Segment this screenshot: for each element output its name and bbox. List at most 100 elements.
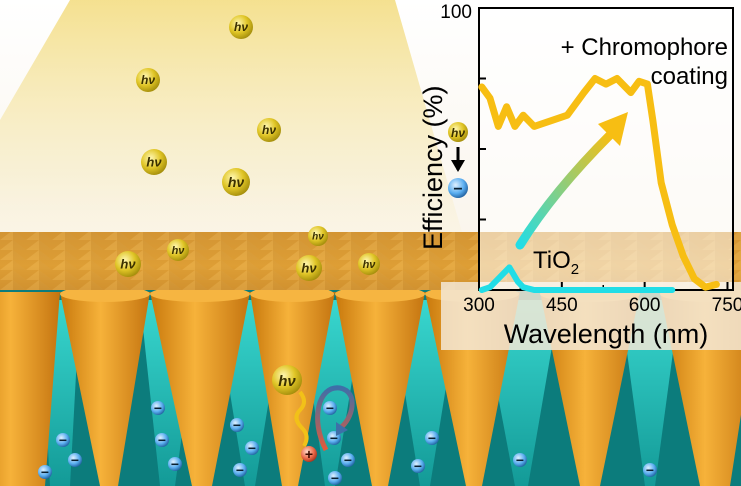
hole-sign: + [305, 446, 313, 462]
photon-sphere [136, 68, 160, 92]
photon-sphere [308, 226, 328, 246]
electron: − [411, 458, 425, 474]
side-electron [448, 178, 468, 198]
photon-group: hν hν hν hν hν hν hν hν hν hν hν [115, 15, 380, 395]
photon: hν [296, 255, 322, 281]
electron: − [68, 452, 82, 468]
side-arrowhead [451, 160, 465, 172]
electron-group: −−−−−−−−−−−−−−− −− [38, 400, 657, 486]
electron-sphere [323, 401, 337, 415]
coating-label-line1: + Chromophore [561, 34, 728, 61]
electron-sign: − [41, 464, 49, 480]
electron: − [245, 440, 259, 456]
photon-sphere [229, 15, 253, 39]
electron: − [513, 452, 527, 468]
photon-label: hν [301, 261, 317, 276]
electron-sign: − [59, 432, 67, 448]
chart-series-group [478, 75, 720, 293]
electron-sign: − [248, 440, 256, 456]
coating-label-line2: coating [651, 63, 728, 90]
photon: hν [141, 149, 167, 175]
improvement-arrowhead [598, 112, 628, 146]
photon: hν [229, 15, 253, 39]
photon-label: hν [172, 245, 186, 257]
electron-sign: − [158, 432, 166, 448]
cone-rim [335, 290, 425, 302]
electron: − [230, 417, 244, 433]
side-electron-label: − [453, 181, 462, 198]
tio2-label-text: TiO [533, 247, 571, 274]
side-photon-icon: hν [448, 122, 468, 142]
electron-sign: − [344, 452, 352, 468]
photon-sphere [358, 253, 380, 275]
x-tick-label: 600 [629, 295, 661, 316]
electron: − [425, 430, 439, 446]
light-beam [0, 0, 470, 260]
y-axis-label: Efficiency (%) [418, 85, 448, 250]
electron-sphere [233, 463, 247, 477]
hole-carrier: + [301, 446, 317, 462]
photon-label: hν [312, 232, 324, 243]
y-tick-label: 100 [440, 2, 472, 23]
electron-sphere [513, 453, 527, 467]
electron: − [233, 462, 247, 478]
photon-label: hν [234, 20, 248, 34]
electron-sign: − [414, 458, 422, 474]
electron-sphere [230, 418, 244, 432]
side-electron-icon: − [448, 178, 468, 198]
nanocone [150, 292, 250, 486]
electron-sign: − [326, 400, 334, 416]
electron-sphere [168, 457, 182, 471]
electron-sign: − [516, 452, 524, 468]
electron: − [341, 452, 355, 468]
electron-sphere [425, 431, 439, 445]
cone-rim [60, 290, 150, 302]
electron-sphere [411, 459, 425, 473]
photon-label: hν [146, 155, 162, 170]
electron: − [643, 462, 657, 478]
electron-sphere [245, 441, 259, 455]
electron-sphere [341, 453, 355, 467]
photon: hν [115, 251, 141, 277]
series-line-tio2 [478, 264, 676, 293]
electron-sphere [328, 471, 342, 485]
photon: hν [136, 68, 160, 92]
electron: − [155, 432, 169, 448]
photon-sphere [141, 149, 167, 175]
x-tick-label: 750 [712, 295, 741, 316]
photon-sphere [257, 118, 281, 142]
nanocone [335, 292, 425, 486]
cone-rim [250, 290, 334, 302]
tio2-label: TiO2 [533, 247, 579, 278]
photon: hν [358, 253, 380, 275]
electron: − [56, 432, 70, 448]
photon-sphere [222, 168, 250, 196]
photon-label: hν [120, 257, 136, 272]
electron-sign: − [233, 417, 241, 433]
chart-axes: 300 450 600 750 100 [440, 2, 741, 316]
improvement-arrow [515, 130, 615, 250]
side-photon [448, 122, 468, 142]
photon-wave [294, 390, 309, 448]
electron-sign: − [330, 430, 338, 446]
photon: hν [257, 118, 281, 142]
side-photon-label: hν [451, 126, 465, 140]
electron-sphere [38, 465, 52, 479]
chart-axis-band [441, 282, 741, 350]
electron-sign: − [171, 456, 179, 472]
photon-sphere [272, 365, 302, 395]
excitation-loop [315, 385, 355, 452]
photon-label: hν [141, 73, 155, 87]
electron-sign: − [646, 462, 654, 478]
electron-sphere [68, 453, 82, 467]
photon: hν [167, 239, 189, 261]
photon-label: hν [228, 174, 245, 190]
electron: − [38, 464, 52, 480]
cone-rim [150, 290, 250, 302]
electron-sphere [151, 401, 165, 415]
photon-label: hν [262, 123, 276, 137]
photon: hν [308, 226, 328, 246]
electron-sign: − [154, 400, 162, 416]
